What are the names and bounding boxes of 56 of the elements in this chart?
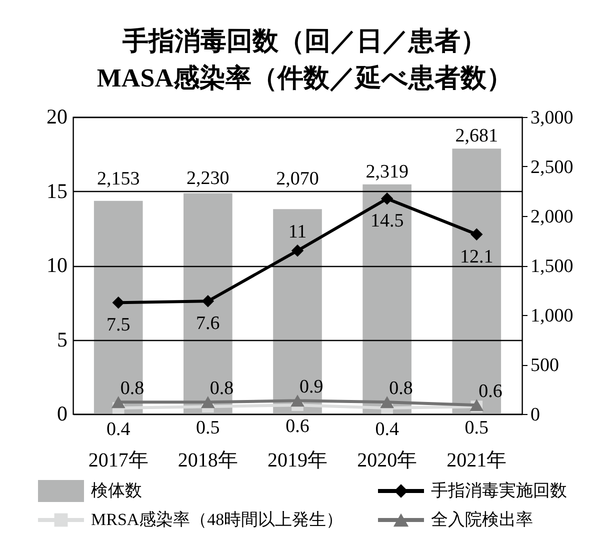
bar [362,184,412,414]
chart-title: 手指消毒回数（回／日／患者） MASA感染率（件数／延べ患者数） [96,26,512,92]
bar [273,209,322,414]
legend-label: 全入院検出率 [431,510,533,529]
data-label: 0.6 [478,381,502,402]
data-label: 7.6 [196,313,220,334]
legend-label: 検体数 [91,481,142,500]
data-label: 2,153 [96,168,140,190]
y2-tick-label: 0 [530,404,540,426]
point [202,295,214,308]
bar [184,193,232,414]
data-label: 7.5 [106,314,130,336]
y-tick-label: 10 [46,253,68,277]
data-label: 0.6 [286,416,310,438]
data-label: 11 [288,222,307,243]
point [380,396,394,408]
data-label: 0.8 [120,378,144,400]
y2-tick-label: 3,000 [530,108,574,128]
y-tick-label: 5 [57,327,68,352]
legend-label: MRSA感染率（48時間以上発生） [91,510,344,529]
x-tick-label: 2019年 [268,450,328,472]
point [291,244,304,257]
data-label: 2,230 [186,168,230,190]
data-label: 0.8 [210,378,234,400]
bar [94,200,143,414]
point [111,396,126,408]
data-label: 0.8 [389,378,413,400]
point [201,396,215,408]
y2-tick-label: 1,500 [530,256,574,277]
x-tick-label: 2021年 [446,450,507,472]
bar [452,148,502,414]
y-tick-label: 15 [46,178,68,203]
legend-label: 手指消毒実施回数 [431,481,567,500]
data-label: 0.5 [196,418,220,439]
point [470,228,483,240]
data-label: 0.9 [300,376,324,398]
y-tick-label: 0 [57,402,68,426]
data-label: 0.4 [106,419,131,440]
data-label: 14.5 [370,210,404,232]
data-label: 2,681 [455,126,498,147]
y2-tick-label: 1,000 [530,306,574,326]
point [380,192,394,205]
x-tick-label: 2017年 [88,450,148,472]
x-tick-label: 2018年 [178,450,238,472]
x-tick-label: 2020年 [357,450,418,472]
data-label: 12.1 [460,246,494,268]
data-label: 0.4 [375,419,400,440]
point [112,296,124,309]
data-label: 2,319 [366,161,408,182]
data-label: 2,070 [276,168,319,190]
y2-tick-label: 2,500 [530,157,574,178]
y2-tick-label: 2,000 [530,206,574,228]
y-tick-label: 20 [46,104,68,128]
point [290,394,304,407]
y2-tick-label: 500 [530,355,559,376]
data-label: 0.5 [464,418,489,439]
